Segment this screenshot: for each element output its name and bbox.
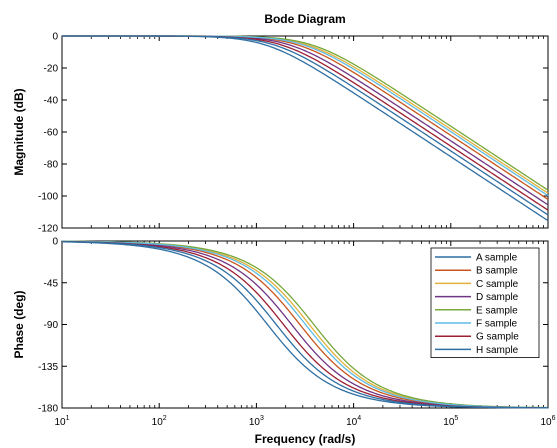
legend-label: B sample [476, 266, 518, 277]
magnitude-y-axis-label: Magnitude (dB) [12, 88, 26, 175]
chart-title: Bode Diagram [264, 12, 345, 26]
x-axis-label: Frequency (rad/s) [255, 432, 356, 446]
legend-label: C sample [476, 279, 519, 290]
phase-y-tick-label: -135 [38, 362, 58, 373]
legend-label: H sample [476, 345, 519, 356]
magnitude-y-tick-label: 0 [52, 32, 58, 43]
magnitude-y-tick-label: -80 [44, 160, 59, 171]
magnitude-axes-frame [61, 35, 549, 229]
legend-label: A sample [476, 253, 518, 264]
phase-y-axis-label: Phase (deg) [12, 290, 26, 358]
x-tick-label: 102 [152, 415, 167, 428]
legend-label: D sample [476, 292, 519, 303]
x-tick-label: 104 [346, 415, 361, 428]
magnitude-y-tick-label: -40 [44, 96, 59, 107]
phase-line-h-sample [61, 241, 549, 409]
legend-label: E sample [476, 305, 518, 316]
magnitude-y-tick-label: -120 [38, 224, 58, 235]
x-tick-label: 105 [443, 415, 458, 428]
phase-y-tick-label: -90 [44, 320, 59, 331]
x-tick-label: 106 [540, 415, 555, 428]
magnitude-y-tick-label: -100 [38, 192, 58, 203]
phase-line-f-sample [61, 240, 549, 409]
legend-label: G sample [476, 332, 519, 343]
magnitude-y-tick-label: -20 [44, 64, 59, 75]
phase-y-tick-label: -180 [38, 404, 58, 415]
x-tick-label: 103 [249, 415, 264, 428]
legend-label: F sample [476, 319, 518, 330]
phase-y-tick-label: 0 [52, 237, 58, 248]
phase-y-tick-label: -45 [44, 278, 59, 289]
magnitude-line-h-sample [62, 35, 549, 216]
legend-box [430, 247, 540, 358]
magnitude-y-tick-label: -60 [44, 128, 59, 139]
x-tick-label: 101 [54, 415, 69, 428]
